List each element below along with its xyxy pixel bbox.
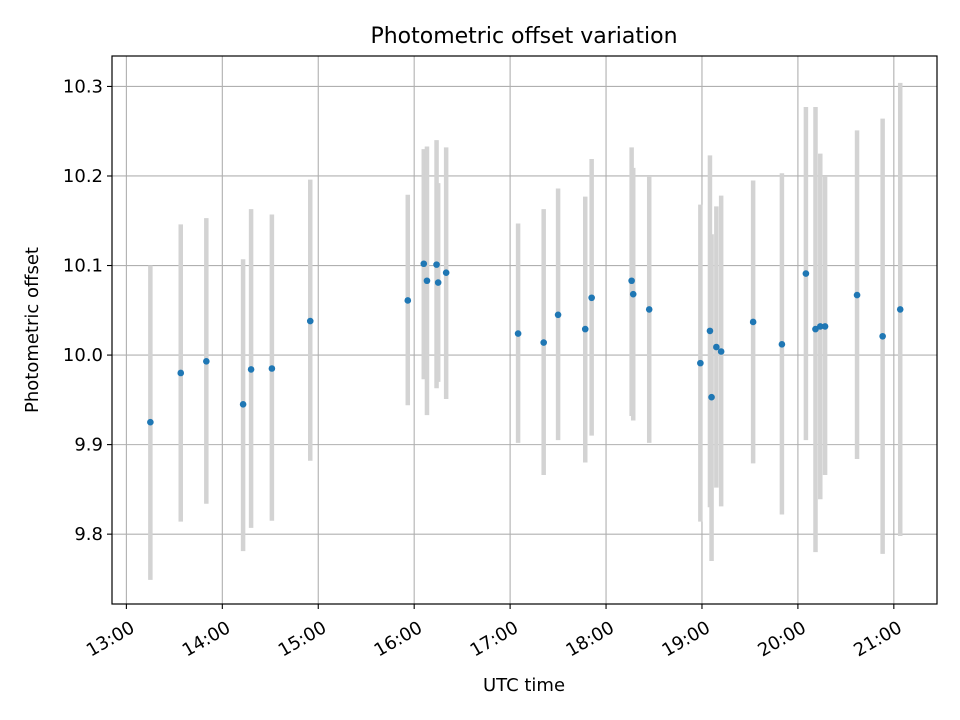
data-point [239, 401, 247, 408]
data-point [629, 290, 637, 298]
chart-title: Photometric offset variation [370, 24, 677, 49]
data-point [434, 279, 442, 286]
data-point [708, 393, 715, 401]
data-point [706, 327, 714, 335]
y-tick-label: 9.8 [74, 524, 103, 545]
data-point [423, 277, 431, 285]
data-point [177, 369, 185, 377]
y-axis-label: Photometric offset [22, 247, 43, 413]
data-point [420, 260, 428, 268]
data-point [540, 339, 547, 346]
plot-frame [111, 55, 938, 605]
data-point [896, 306, 904, 313]
data-point [247, 366, 255, 373]
data-point [306, 317, 314, 325]
y-tick-label: 10.1 [63, 256, 103, 277]
data-point [628, 277, 635, 285]
data-point [812, 325, 819, 333]
data-point [442, 269, 450, 276]
data-point [821, 323, 829, 330]
data-points [147, 260, 904, 426]
data-point [645, 306, 653, 313]
data-point [588, 294, 595, 302]
x-axis-label: UTC time [483, 675, 565, 696]
data-point [816, 323, 824, 330]
y-tick-label: 10.2 [63, 166, 103, 187]
y-tick-label: 9.9 [74, 435, 103, 456]
data-point [203, 358, 210, 365]
data-point [433, 261, 440, 268]
data-point [404, 297, 412, 304]
data-point [749, 318, 757, 326]
data-point [147, 418, 154, 426]
data-point [581, 325, 589, 333]
data-point [717, 348, 725, 355]
data-point [853, 291, 861, 299]
y-axis: 9.8 9.9 10.0 10.1 10.2 10.3 [63, 76, 112, 545]
data-point [778, 341, 786, 348]
data-point [713, 343, 720, 351]
data-point [697, 359, 704, 367]
data-point [514, 330, 522, 337]
data-point [268, 365, 276, 372]
y-tick-label: 10.0 [63, 345, 103, 366]
y-tick-label: 10.3 [63, 76, 103, 97]
data-point [802, 270, 810, 277]
data-point [554, 311, 562, 319]
data-point [879, 332, 886, 340]
